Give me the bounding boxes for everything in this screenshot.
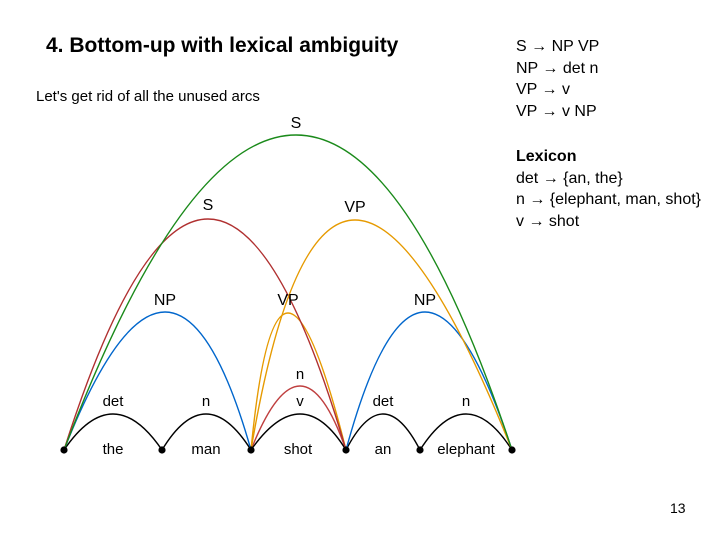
- pos-label: n: [202, 393, 210, 410]
- chart-dot: [342, 446, 349, 453]
- pos-label: det: [373, 393, 395, 410]
- pos-label: det: [103, 393, 125, 410]
- chart-dot: [60, 446, 67, 453]
- leaf-label: the: [103, 441, 124, 458]
- chart-dot: [416, 446, 423, 453]
- parse-tree-diagram: themanshotanelephantdetnnvdetnNPVPNPSVPS: [0, 0, 720, 540]
- chart-dot: [247, 446, 254, 453]
- phrase-label: VP: [344, 199, 365, 216]
- phrase-label: NP: [154, 292, 176, 309]
- leaf-label: shot: [284, 441, 313, 458]
- phrase-label: VP: [277, 292, 298, 309]
- leaf-label: elephant: [437, 441, 495, 458]
- phrase-label: S: [203, 197, 214, 214]
- chart-dot: [158, 446, 165, 453]
- phrase-label: S: [291, 115, 302, 132]
- pos-label: v: [296, 393, 304, 410]
- leaf-label: man: [191, 441, 220, 458]
- pos-label: n: [462, 393, 470, 410]
- phrase-label: NP: [414, 292, 436, 309]
- pos-label: n: [296, 366, 304, 383]
- leaf-label: an: [375, 441, 392, 458]
- chart-dot: [508, 446, 515, 453]
